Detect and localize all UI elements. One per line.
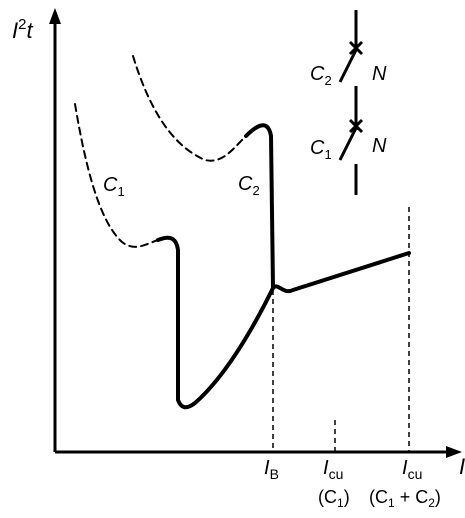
breaker-c2-label: C2 — [310, 63, 332, 88]
y-axis-label-sup: 2 — [18, 16, 26, 33]
axes — [49, 8, 462, 458]
icu-c1c2-paren-label: (C1 + C2) — [369, 487, 441, 510]
c2-curve-dashed — [132, 55, 247, 162]
c2-curve-label: C2 — [238, 173, 260, 198]
y-axis-arrow — [49, 8, 61, 24]
c2-curve-solid — [244, 123, 275, 290]
c1-curve-solid — [156, 235, 411, 410]
breaker-c1-blade — [338, 127, 358, 161]
c2-curve-label-sub: 2 — [252, 183, 259, 198]
icu-c1c2-tick-main: I — [402, 457, 408, 479]
y-axis-label: I2t — [12, 16, 33, 43]
ib-tick-sub: B — [270, 466, 279, 482]
y-axis-label-t: t — [26, 18, 33, 43]
icu-c1c2-part2-sub: 2 — [428, 496, 435, 510]
icu-c1-tick-main: I — [323, 457, 329, 479]
breaker-c2-n-label: N — [372, 63, 387, 85]
ib-tick-label: IB — [264, 457, 279, 482]
breaker-c1-label-sub: 1 — [324, 147, 331, 162]
icu-c1c2-part1-sub: 1 — [388, 496, 395, 510]
x-axis-label: I — [459, 454, 465, 479]
icu-c1c2-part1: (C — [369, 487, 388, 507]
ib-tick-main: I — [264, 457, 270, 479]
guide-lines — [272, 207, 410, 452]
c2-curve-label-main: C — [238, 173, 253, 195]
c1-curve-label: C1 — [103, 174, 125, 199]
y-axis-label-i: I — [12, 18, 18, 43]
breaker-c2-x-b — [348, 40, 364, 56]
icu-c1-paren-label: (C1) — [318, 487, 350, 510]
icu-c1c2-tick-sub: cu — [408, 466, 423, 482]
c1-curve-dashed — [74, 103, 159, 248]
icu-c1-tick-label: Icu — [323, 457, 343, 482]
breaker-c2-label-main: C — [310, 63, 325, 85]
breaker-c1-n-label: N — [372, 135, 387, 157]
breaker-c2-blade — [338, 49, 358, 83]
icu-c1-tick-sub: cu — [329, 466, 344, 482]
c1-curve-label-sub: 1 — [117, 184, 124, 199]
breaker-c1-label-main: C — [310, 137, 325, 159]
breaker-c2-label-sub: 2 — [324, 73, 331, 88]
icu-c1c2-close: ) — [435, 487, 441, 507]
icu-c1-paren-open: (C — [318, 487, 337, 507]
breaker-schematic — [338, 10, 364, 195]
icu-c1c2-plus: + C — [395, 487, 429, 507]
icu-c1c2-tick-label: Icu — [402, 457, 422, 482]
breaker-c1-x-b — [348, 118, 364, 134]
icu-c1-paren-close: ) — [344, 487, 350, 507]
icu-c1-paren-sub: 1 — [337, 496, 344, 510]
x-axis-arrow — [446, 446, 462, 458]
c1-curve-label-main: C — [103, 174, 118, 196]
breaker-c1-label: C1 — [310, 137, 332, 162]
